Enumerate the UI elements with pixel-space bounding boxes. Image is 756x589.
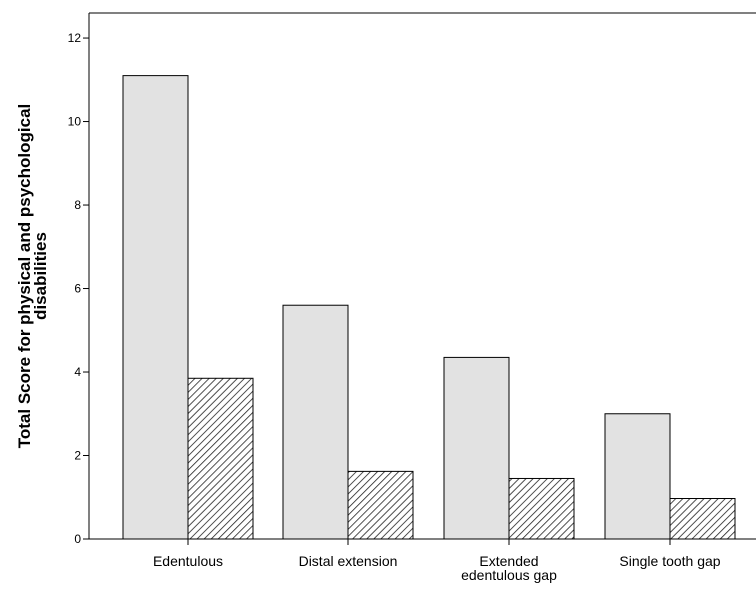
y-tick-label: 12 [68, 31, 82, 45]
y-tick-label: 8 [74, 198, 81, 212]
x-category-label: Distal extension [299, 553, 398, 569]
bar-series2-1 [187, 377, 254, 540]
y-tick-label: 2 [74, 449, 81, 463]
x-category-label: Extended edentulous gap [461, 553, 557, 583]
x-category-label-line: Edentulous [153, 553, 223, 569]
x-category-label-line: Extended [479, 553, 538, 569]
bar-series2-3 [508, 477, 575, 540]
x-category-label-line: Distal extension [299, 553, 398, 569]
y-axis-title-line: disabilities [31, 232, 50, 320]
x-category-label-line: edentulous gap [461, 567, 557, 583]
y-tick-label: 10 [68, 115, 82, 129]
y-axis-title: Total Score for physical and psychologic… [15, 104, 50, 449]
bar-series2-4 [669, 498, 736, 540]
y-tick-label: 0 [74, 532, 81, 546]
y-axis-title-line: Total Score for physical and psychologic… [15, 104, 34, 449]
x-category-label: Single tooth gap [619, 553, 720, 569]
x-category-label: Edentulous [153, 553, 223, 569]
bar-series1-2 [282, 304, 349, 540]
y-tick-label: 4 [74, 365, 81, 379]
bar-series1-3 [443, 356, 510, 540]
bar-series1-4 [604, 413, 671, 540]
x-category-label-line: Single tooth gap [619, 553, 720, 569]
y-tick-label: 6 [74, 282, 81, 296]
bar-series1-1 [122, 75, 189, 540]
bar-series2-2 [347, 470, 414, 540]
